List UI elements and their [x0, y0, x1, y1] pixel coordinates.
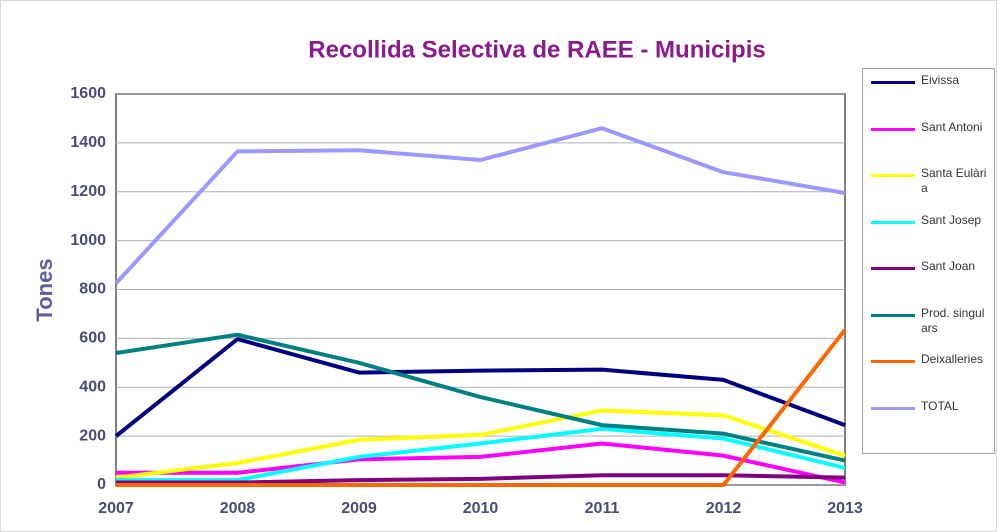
- y-tick-label: 800: [79, 281, 106, 298]
- y-tick-label: 600: [79, 330, 106, 347]
- x-tick-label: 2008: [220, 500, 256, 517]
- series-line: [116, 473, 846, 485]
- legend-swatch: [871, 406, 915, 410]
- legend-swatch: [871, 267, 915, 270]
- legend-label: Sant Joan: [921, 259, 976, 273]
- x-tick-label: 2009: [341, 500, 377, 517]
- legend-item: Sant Joan: [863, 259, 994, 306]
- series-line: [116, 441, 846, 485]
- legend-swatch: [871, 174, 915, 177]
- legend-label: Sant Antoni: [921, 119, 983, 134]
- x-tick-label: 2010: [463, 500, 499, 517]
- series-line: [115, 332, 846, 463]
- legend-swatch: [871, 81, 915, 84]
- y-tick-label: 1400: [70, 134, 106, 151]
- y-tick-label: 1600: [70, 85, 106, 102]
- legend-swatch: [871, 127, 915, 131]
- x-tick-label: 2007: [98, 500, 134, 517]
- y-tick-label: 1000: [70, 232, 106, 249]
- series-line: [116, 328, 847, 487]
- legend-swatch: [871, 220, 915, 224]
- legend-swatch: [871, 360, 915, 363]
- series-line: [116, 426, 846, 483]
- series-line: [115, 408, 846, 480]
- y-tick-label: 1200: [70, 183, 106, 200]
- y-tick-label: 200: [79, 427, 106, 444]
- x-tick-label: 2013: [827, 500, 863, 517]
- legend-item: Eivissa: [863, 73, 994, 120]
- legend-label: Sant Josep: [921, 212, 982, 227]
- legend-item: Deixalleries: [863, 352, 994, 399]
- series-line: [114, 337, 846, 438]
- legend-label: Santa Eulària: [921, 166, 987, 195]
- legend-label: Prod. singulars: [921, 305, 985, 335]
- legend: Eivissa Sant Antoni Santa Eulària Sant Jose…: [862, 68, 995, 454]
- legend-item: TOTAL: [863, 399, 994, 446]
- legend-item: Sant Josep: [863, 213, 994, 260]
- legend-label: Deixalleries: [921, 352, 984, 366]
- series-line: [114, 126, 846, 285]
- y-tick-label: 400: [79, 378, 106, 395]
- x-tick-label: 2011: [585, 500, 620, 517]
- legend-item: Sant Antoni: [863, 120, 994, 167]
- chart-title: Recollida Selectiva de RAEE - Municipis: [308, 36, 765, 63]
- y-axis-label: Tones: [32, 258, 57, 321]
- legend-label: Eivissa: [921, 73, 960, 87]
- x-tick-label: 2012: [706, 500, 742, 517]
- legend-item: Santa Eulària: [863, 166, 994, 213]
- legend-item: Prod. singulars: [863, 306, 994, 353]
- legend-label: TOTAL: [921, 398, 959, 413]
- y-tick-label: 0: [97, 476, 106, 493]
- legend-swatch: [871, 313, 915, 317]
